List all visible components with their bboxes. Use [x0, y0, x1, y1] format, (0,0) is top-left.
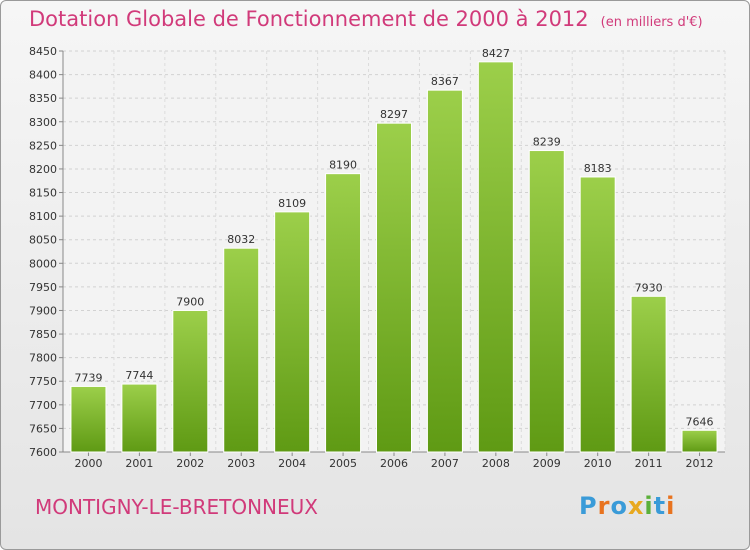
y-tick-label: 7850	[29, 328, 57, 341]
y-tick-label: 8200	[29, 163, 57, 176]
y-tick-label: 8450	[29, 45, 57, 58]
data-label-2012: 7646	[686, 415, 714, 428]
y-tick-label: 7950	[29, 281, 57, 294]
data-label-2010: 8183	[584, 162, 612, 175]
chart-title: Dotation Globale de Fonctionnement de 20…	[29, 7, 703, 31]
x-tick-label-2002: 2002	[176, 457, 204, 470]
data-label-2008: 8427	[482, 47, 510, 60]
x-tick-label-2011: 2011	[635, 457, 663, 470]
chart-title-text: Dotation Globale de Fonctionnement de 20…	[29, 7, 589, 31]
y-tick-label: 7600	[29, 446, 57, 459]
chart-subtitle: (en milliers d'€)	[600, 15, 703, 30]
y-tick-label: 7900	[29, 304, 57, 317]
x-tick-label-2001: 2001	[125, 457, 153, 470]
data-label-2009: 8239	[533, 136, 561, 149]
data-label-2007: 8367	[431, 75, 459, 88]
x-tick-label-2000: 2000	[74, 457, 102, 470]
commune-name: MONTIGNY-LE-BRETONNEUX	[35, 495, 318, 519]
data-label-2000: 7739	[74, 371, 102, 384]
y-tick-label: 8400	[29, 69, 57, 82]
bar-2001	[121, 383, 158, 453]
x-tick-label-2012: 2012	[686, 457, 714, 470]
bar-2006	[376, 122, 412, 453]
y-tick-label: 7800	[29, 352, 57, 365]
y-tick-label: 8350	[29, 92, 57, 105]
x-tick-label-2005: 2005	[329, 457, 357, 470]
y-tick-label: 8100	[29, 210, 57, 223]
bar-2008	[477, 61, 514, 453]
x-tick-label-2009: 2009	[533, 457, 561, 470]
data-label-2002: 7900	[176, 295, 204, 308]
bar-2010	[579, 176, 616, 453]
x-tick-label-2006: 2006	[380, 457, 408, 470]
y-tick-label: 8050	[29, 234, 57, 247]
bar-2000	[70, 385, 107, 453]
y-tick-label: 8000	[29, 257, 57, 270]
data-label-2011: 7930	[635, 281, 663, 294]
data-labels: 7739 7744 7900 8032 8109 8190 8297 8367 8427 8239…	[74, 47, 713, 428]
bars	[70, 61, 718, 453]
bar-2007	[426, 89, 463, 453]
y-tick-label: 8150	[29, 187, 57, 200]
bar-2011	[630, 295, 667, 453]
y-tick-label: 8300	[29, 116, 57, 129]
x-tick-label-2003: 2003	[227, 457, 255, 470]
x-tick-label-2008: 2008	[482, 457, 510, 470]
bar-2009	[528, 150, 565, 453]
data-label-2001: 7744	[125, 369, 153, 382]
data-label-2004: 8109	[278, 197, 306, 210]
x-tick-label-2007: 2007	[431, 457, 459, 470]
axes: 7600 7650 7700 7750 7800 7850 7900 7950 8000 8050…	[29, 45, 725, 470]
bar-2002	[172, 309, 209, 453]
bar-2004	[274, 211, 311, 453]
data-label-2005: 8190	[329, 159, 357, 172]
bar-2003	[223, 247, 260, 453]
x-tick-label-2010: 2010	[584, 457, 612, 470]
y-tick-label: 7700	[29, 399, 57, 412]
x-tick-label-2004: 2004	[278, 457, 306, 470]
proxiti-logo[interactable]: Proxiti	[579, 492, 676, 520]
y-tick-label: 8250	[29, 139, 57, 152]
data-label-2006: 8297	[380, 108, 408, 121]
y-tick-label: 7650	[29, 422, 57, 435]
y-tick-label: 7750	[29, 375, 57, 388]
data-label-2003: 8032	[227, 233, 255, 246]
bar-2005	[325, 173, 362, 453]
bar-2012	[681, 429, 718, 453]
